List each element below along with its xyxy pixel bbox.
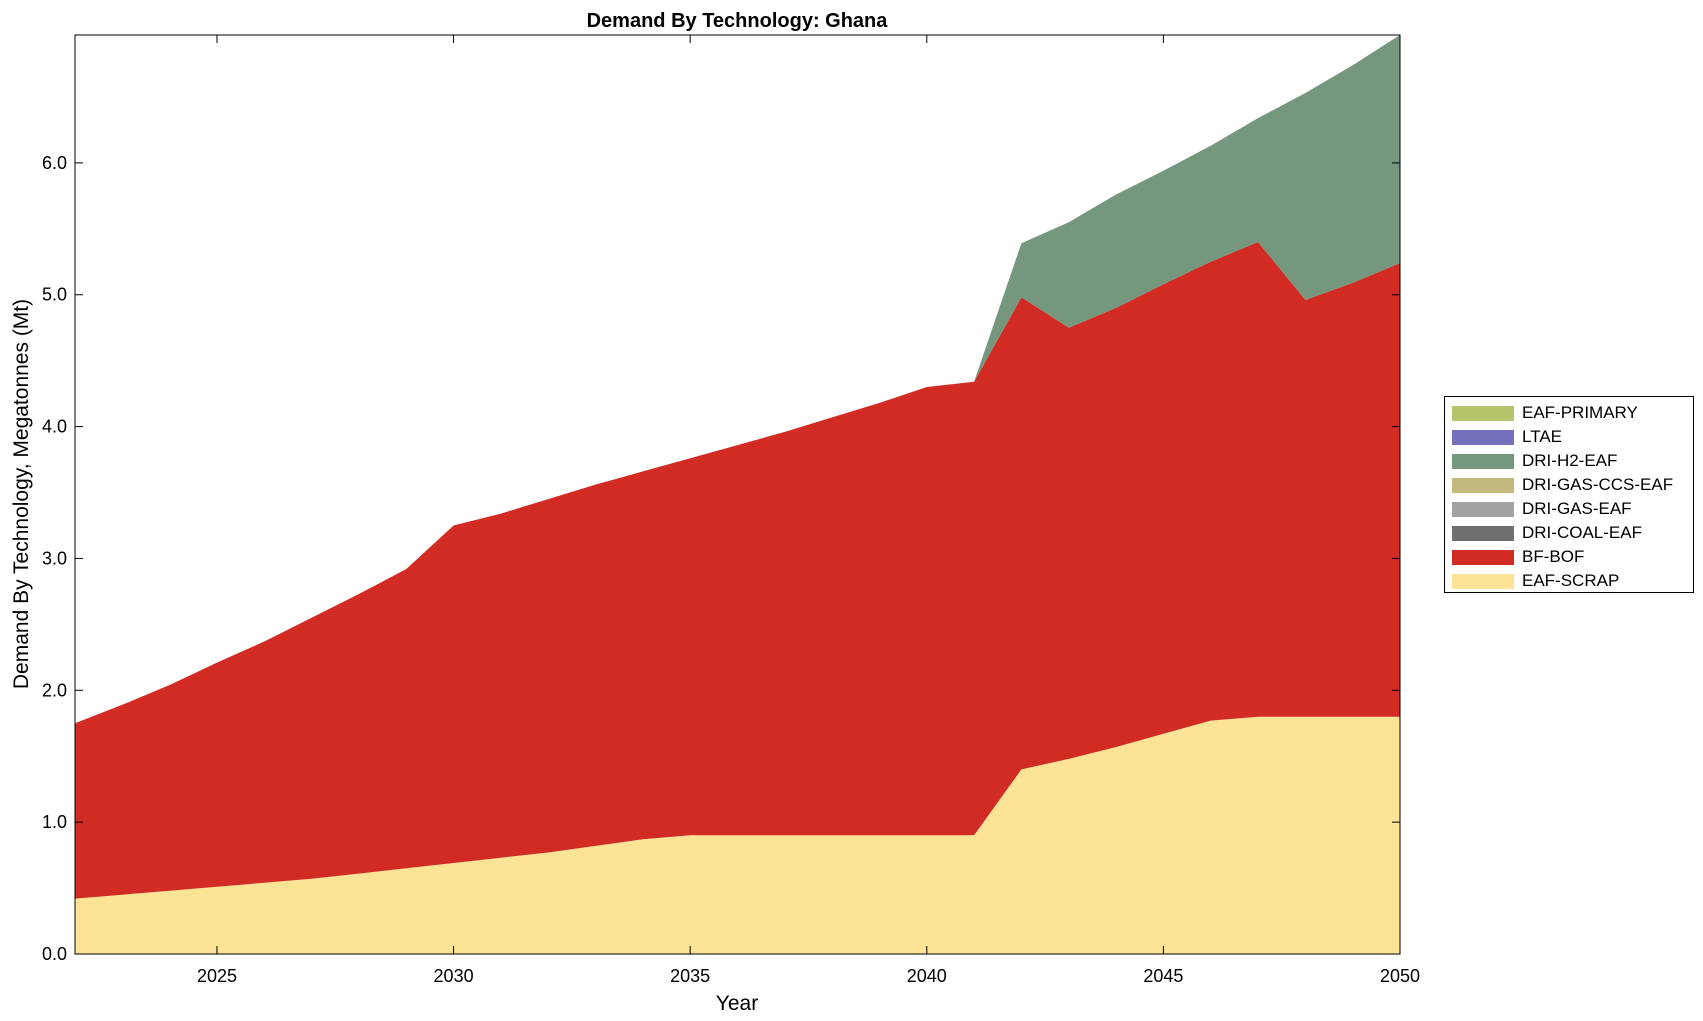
legend-item-dri-coal-eaf: DRI-COAL-EAF — [1452, 523, 1642, 542]
x-tick-label: 2050 — [1380, 966, 1420, 986]
legend-label: EAF-PRIMARY — [1522, 403, 1638, 422]
legend-label: DRI-H2-EAF — [1522, 451, 1618, 470]
y-axis: 0.0 1.0 2.0 3.0 4.0 5.0 6.0 — [42, 153, 1400, 964]
legend-swatch — [1452, 453, 1514, 469]
legend: EAF-PRIMARY LTAE DRI-H2-EAF DRI-GAS-CCS-EAF… — [1444, 396, 1694, 593]
legend-item-dri-gas-ccs-eaf: DRI-GAS-CCS-EAF — [1452, 475, 1674, 494]
legend-swatch — [1452, 501, 1514, 517]
legend-item-ltae: LTAE — [1452, 427, 1562, 446]
legend-label: BF-BOF — [1522, 547, 1585, 566]
y-tick-label: 6.0 — [42, 153, 67, 173]
legend-label: DRI-GAS-EAF — [1522, 499, 1632, 518]
y-tick-label: 3.0 — [42, 548, 67, 568]
legend-swatch — [1452, 477, 1514, 493]
legend-item-eaf-scrap: EAF-SCRAP — [1452, 571, 1620, 590]
legend-item-bf-bof: BF-BOF — [1452, 547, 1585, 566]
legend-item-dri-gas-eaf: DRI-GAS-EAF — [1452, 499, 1632, 518]
chart-title: Demand By Technology: Ghana — [587, 10, 889, 32]
x-tick-label: 2045 — [1143, 966, 1183, 986]
area-layer — [75, 35, 1400, 954]
y-tick-label: 4.0 — [42, 417, 67, 437]
legend-swatch — [1452, 429, 1514, 445]
y-tick-label: 0.0 — [42, 944, 67, 964]
x-tick-label: 2030 — [434, 966, 474, 986]
legend-swatch — [1452, 405, 1514, 421]
x-tick-label: 2025 — [197, 966, 237, 986]
x-axis: 2025 2030 2035 2040 2045 2050 — [197, 35, 1420, 986]
y-tick-label: 1.0 — [42, 812, 67, 832]
legend-swatch — [1452, 525, 1514, 541]
legend-swatch — [1452, 549, 1514, 565]
legend-label: LTAE — [1522, 427, 1562, 446]
x-tick-label: 2040 — [907, 966, 947, 986]
legend-swatch — [1452, 573, 1514, 589]
plot-frame — [74, 34, 1401, 955]
y-tick-label: 5.0 — [42, 285, 67, 305]
legend-label: EAF-SCRAP — [1522, 571, 1620, 590]
y-tick-label: 2.0 — [42, 680, 67, 700]
x-tick-label: 2035 — [670, 966, 710, 986]
area-eaf-scrap — [75, 716, 1400, 954]
legend-label: DRI-GAS-CCS-EAF — [1522, 475, 1674, 494]
legend-item-dri-h2-eaf: DRI-H2-EAF — [1452, 451, 1618, 470]
x-axis-label: Year — [716, 992, 758, 1015]
area-bf-bof — [75, 242, 1400, 899]
legend-item-eaf-primary: EAF-PRIMARY — [1452, 403, 1638, 422]
legend-label: DRI-COAL-EAF — [1522, 523, 1642, 542]
y-axis-label: Demand By Technology, Megatonnes (Mt) — [10, 299, 33, 689]
